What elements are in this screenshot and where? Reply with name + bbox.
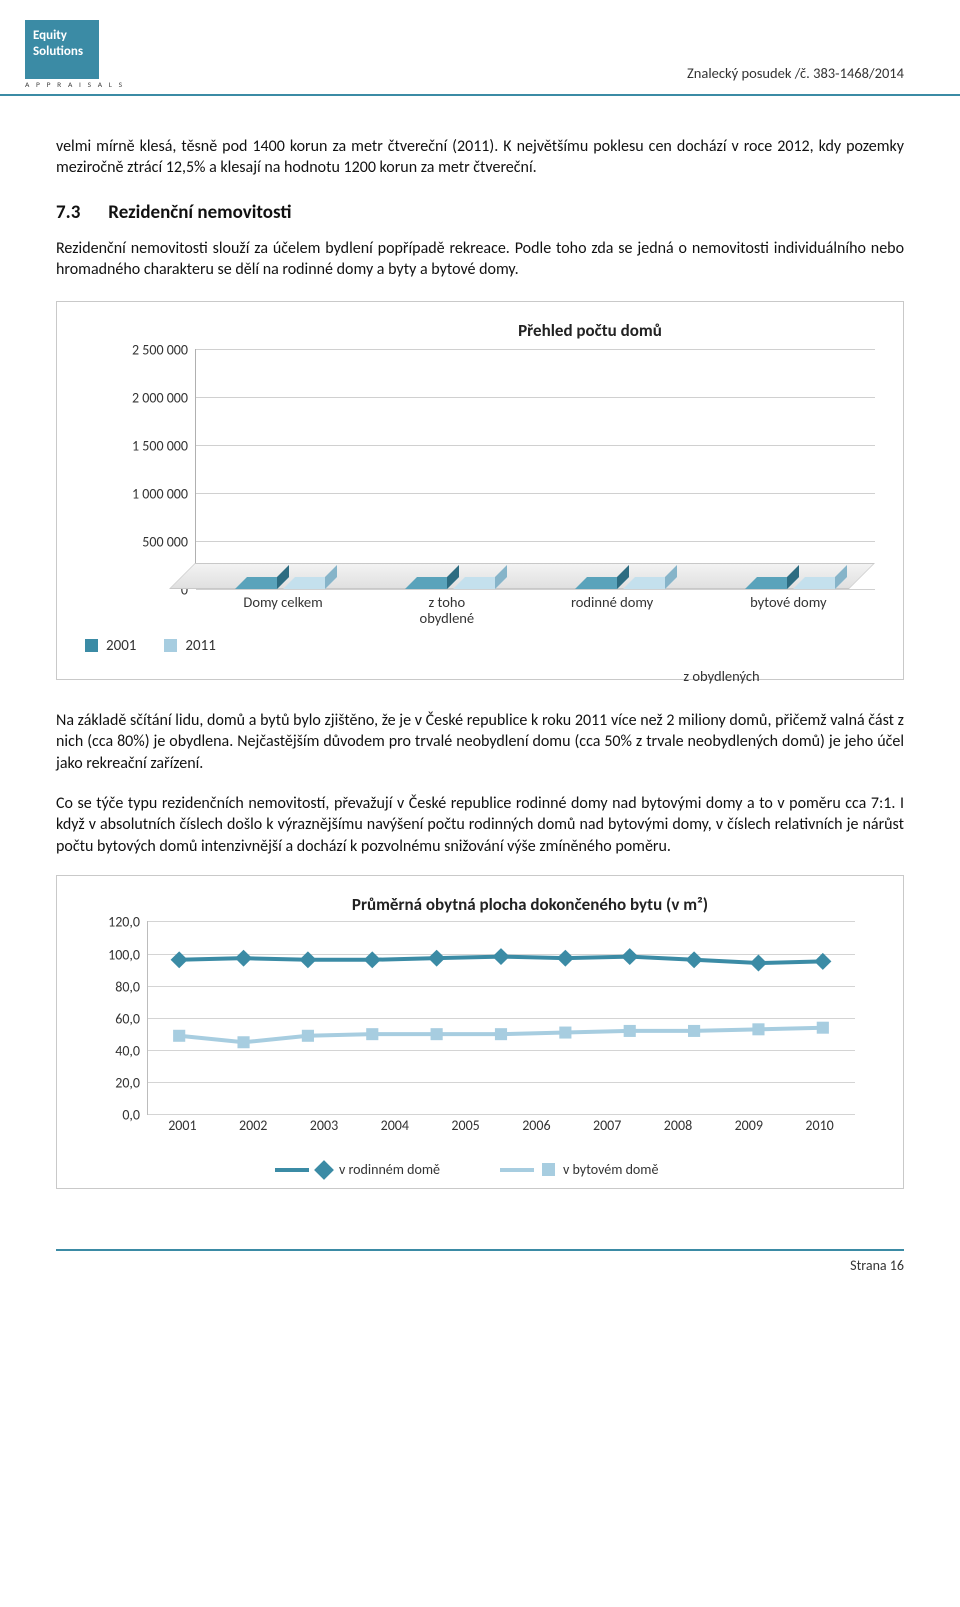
diamond-marker-icon <box>557 950 574 967</box>
line-x-tick-label: 2008 <box>664 1117 692 1141</box>
paragraph-intro: velmi mírně klesá, těsně pod 1400 korun … <box>56 136 904 179</box>
logo-line2: Solutions <box>33 44 91 60</box>
logo: Equity Solutions A P P R A I S A L S <box>25 20 125 90</box>
bar-category-label: Domy celkem <box>243 589 322 629</box>
line-y-tick-label: 20,0 <box>115 1075 148 1092</box>
section-title: Rezidenční nemovitosti <box>108 201 291 224</box>
line-x-tick-label: 2009 <box>735 1117 763 1141</box>
page-number: Strana 16 <box>56 1257 904 1274</box>
diamond-marker-icon <box>364 952 381 969</box>
document-title: Znalecký posudek /č. 383-1468/2014 <box>687 20 904 82</box>
square-marker-icon <box>302 1030 314 1042</box>
diamond-marker-icon <box>750 955 767 972</box>
diamond-marker-icon <box>235 950 252 967</box>
square-marker-icon <box>752 1024 764 1036</box>
square-marker-icon <box>817 1022 829 1034</box>
line-chart-x-labels: 2001 2002 2003 2004 2005 2006 2007 2008 2009 2010 <box>147 1117 855 1141</box>
square-marker-icon <box>688 1025 700 1037</box>
square-marker-icon <box>237 1037 249 1049</box>
line-chart-title: Průměrná obytná plocha dokončeného bytu … <box>175 894 885 915</box>
bar-y-tick-label: 1 000 000 <box>132 485 196 502</box>
line-x-tick-label: 2007 <box>593 1117 621 1141</box>
line-y-tick-label: 120,0 <box>108 914 148 931</box>
page-header: Equity Solutions A P P R A I S A L S Zna… <box>0 0 960 96</box>
line-x-tick-label: 2002 <box>239 1117 267 1141</box>
legend-item-rodinnem: v rodinném domě <box>275 1161 440 1178</box>
diamond-marker-icon <box>621 949 638 966</box>
page-footer: Strana 16 <box>0 1249 960 1304</box>
line-chart: Průměrná obytná plocha dokončeného bytu … <box>56 875 904 1189</box>
logo-line1: Equity <box>33 28 91 44</box>
square-marker-icon <box>559 1027 571 1039</box>
bar-chart-category-labels: Domy celkem z tohoobydlené rodinné domy byt… <box>195 589 875 629</box>
bar-category-label: rodinné domy <box>571 589 653 629</box>
legend-label-2011: 2011 <box>185 637 215 655</box>
paragraph-2: Rezidenční nemovitosti slouží za účelem … <box>56 238 904 281</box>
bar-category-label: z tohoobydlené <box>420 589 475 629</box>
line-y-tick-label: 0,0 <box>122 1107 148 1124</box>
bar-y-tick-label: 2 000 000 <box>132 389 196 406</box>
bar-y-tick-label: 500 000 <box>142 533 196 550</box>
square-marker-icon <box>173 1030 185 1042</box>
line-y-tick-label: 80,0 <box>115 978 148 995</box>
diamond-marker-icon <box>814 953 831 970</box>
line-y-tick-label: 100,0 <box>108 946 148 963</box>
line-x-tick-label: 2004 <box>381 1117 409 1141</box>
diamond-marker-icon <box>492 949 509 966</box>
section-number: 7.3 <box>56 201 104 224</box>
diamond-marker-icon <box>171 952 188 969</box>
line-chart-legend: v rodinném domě v bytovém domě <box>275 1161 885 1178</box>
legend-swatch-2011 <box>164 639 177 652</box>
bar-chart-bars <box>195 349 875 589</box>
legend-label-rodinnem: v rodinném domě <box>339 1161 440 1178</box>
diamond-marker-icon <box>686 952 703 969</box>
section-heading: 7.3 Rezidenční nemovitosti <box>56 201 904 224</box>
line-x-tick-label: 2010 <box>805 1117 833 1141</box>
bar-chart-title: Přehled počtu domů <box>295 320 885 341</box>
line-y-tick-label: 60,0 <box>115 1010 148 1027</box>
diamond-marker-icon <box>314 1160 334 1180</box>
paragraph-3: Na základě sčítání lidu, domů a bytů byl… <box>56 710 904 775</box>
diamond-marker-icon <box>428 950 445 967</box>
diamond-marker-icon <box>299 952 316 969</box>
content: velmi mírně klesá, těsně pod 1400 korun … <box>0 96 960 1190</box>
legend-label-2001: 2001 <box>106 637 136 655</box>
bar-y-tick-label: 2 500 000 <box>132 341 196 358</box>
line-x-tick-label: 2006 <box>522 1117 550 1141</box>
bar-y-tick-label: 1 500 000 <box>132 437 196 454</box>
logo-subtitle: A P P R A I S A L S <box>25 81 125 90</box>
line-chart-area: 0,020,040,060,080,0100,0120,0 2001200220… <box>147 921 855 1141</box>
legend-item-bytovem: v bytovém domě <box>500 1161 658 1178</box>
square-marker-icon <box>495 1029 507 1041</box>
square-marker-icon <box>542 1163 555 1176</box>
bar-chart-legend: 2001 2011 <box>85 637 216 655</box>
line-chart-svg <box>147 921 855 1115</box>
line-y-tick-label: 40,0 <box>115 1043 148 1060</box>
bar-chart-area: 0500 0001 000 0001 500 0002 000 0002 500… <box>195 349 875 629</box>
bar-chart: Přehled počtu domů 0500 0001 000 0001 50… <box>56 301 904 680</box>
logo-box: Equity Solutions <box>25 20 99 79</box>
square-marker-icon <box>366 1029 378 1041</box>
paragraph-4: Co se týče typu rezidenčních nemovitostí… <box>56 793 904 858</box>
square-marker-icon <box>431 1029 443 1041</box>
bar-chart-sublabel: z obydlených <box>57 667 903 685</box>
square-marker-icon <box>624 1025 636 1037</box>
line-x-tick-label: 2005 <box>451 1117 479 1141</box>
line-x-tick-label: 2003 <box>310 1117 338 1141</box>
bar-category-label: bytové domy <box>750 589 827 629</box>
line-x-tick-label: 2001 <box>168 1117 196 1141</box>
legend-swatch-2001 <box>85 639 98 652</box>
legend-label-bytovem: v bytovém domě <box>563 1161 658 1178</box>
